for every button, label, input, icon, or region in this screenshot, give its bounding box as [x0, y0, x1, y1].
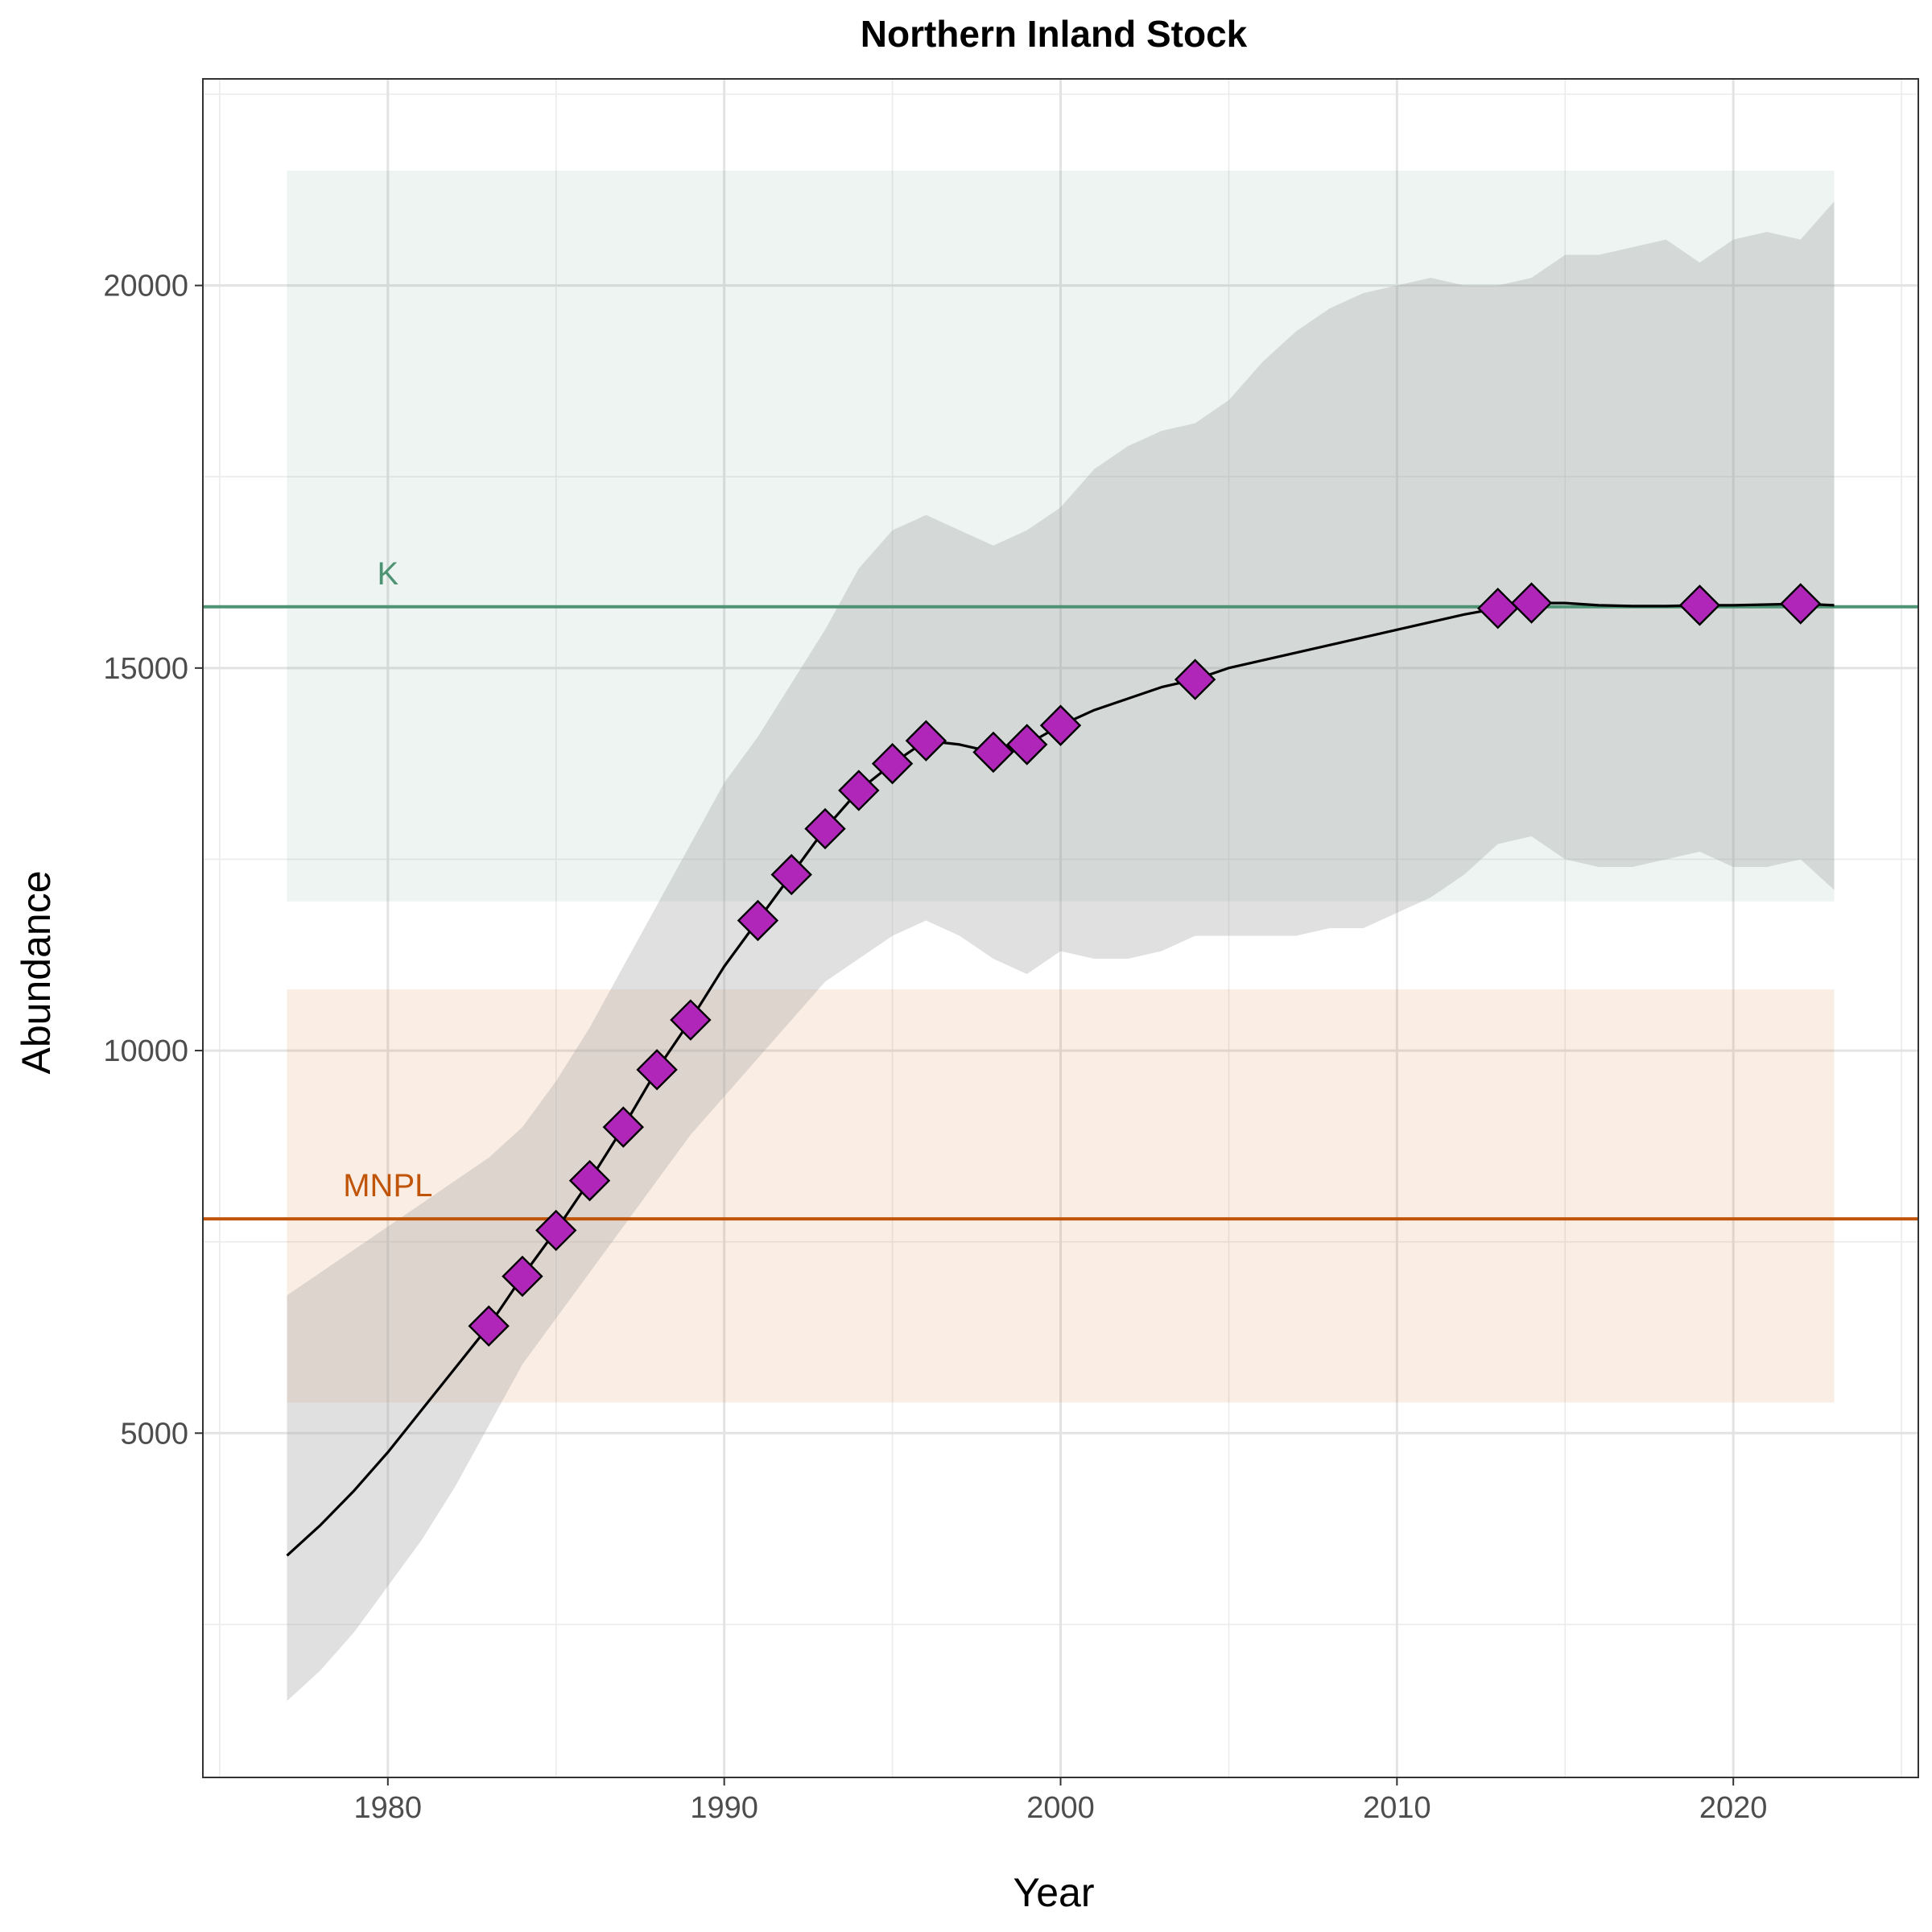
data-point: [1476, 588, 1519, 630]
y-axis-title: Abundance: [14, 870, 59, 1074]
data-point: [468, 1305, 510, 1347]
data-point: [838, 770, 880, 811]
data-point: [1510, 582, 1553, 624]
x-tick-label: 2000: [1026, 1791, 1095, 1825]
data-point: [804, 807, 846, 850]
x-axis-title: Year: [1013, 1870, 1094, 1915]
band-mnpl: [287, 989, 1835, 1403]
data-point: [1174, 658, 1216, 700]
data-point: [602, 1106, 645, 1148]
data-point: [670, 999, 712, 1041]
data-point: [1678, 584, 1721, 626]
reference-label-k: K: [377, 556, 398, 592]
data-point: [1780, 583, 1822, 625]
band-k: [287, 171, 1835, 902]
x-tick-label: 1990: [690, 1791, 758, 1825]
y-tick-label: 10000: [103, 1034, 188, 1068]
data-point: [871, 742, 914, 785]
x-tick-label: 2020: [1699, 1791, 1768, 1825]
reference-label-mnpl: MNPL: [343, 1168, 432, 1203]
data-point: [1006, 724, 1048, 766]
data-point: [737, 899, 779, 942]
x-tick-label: 1980: [354, 1791, 423, 1825]
y-tick-label: 20000: [103, 270, 188, 303]
data-point: [568, 1159, 611, 1202]
data-point: [1039, 704, 1082, 746]
data-point: [535, 1209, 577, 1252]
y-tick-label: 15000: [103, 652, 188, 686]
confidence-band: [287, 201, 1835, 1702]
x-tick-label: 2010: [1363, 1791, 1431, 1825]
y-tick-label: 5000: [120, 1417, 188, 1451]
data-point: [770, 853, 812, 896]
data-point: [905, 720, 947, 762]
data-point: [972, 731, 1014, 774]
data-point: [502, 1255, 543, 1298]
chart-title: Northern Inland Stock: [861, 13, 1248, 55]
data-point: [636, 1049, 678, 1091]
